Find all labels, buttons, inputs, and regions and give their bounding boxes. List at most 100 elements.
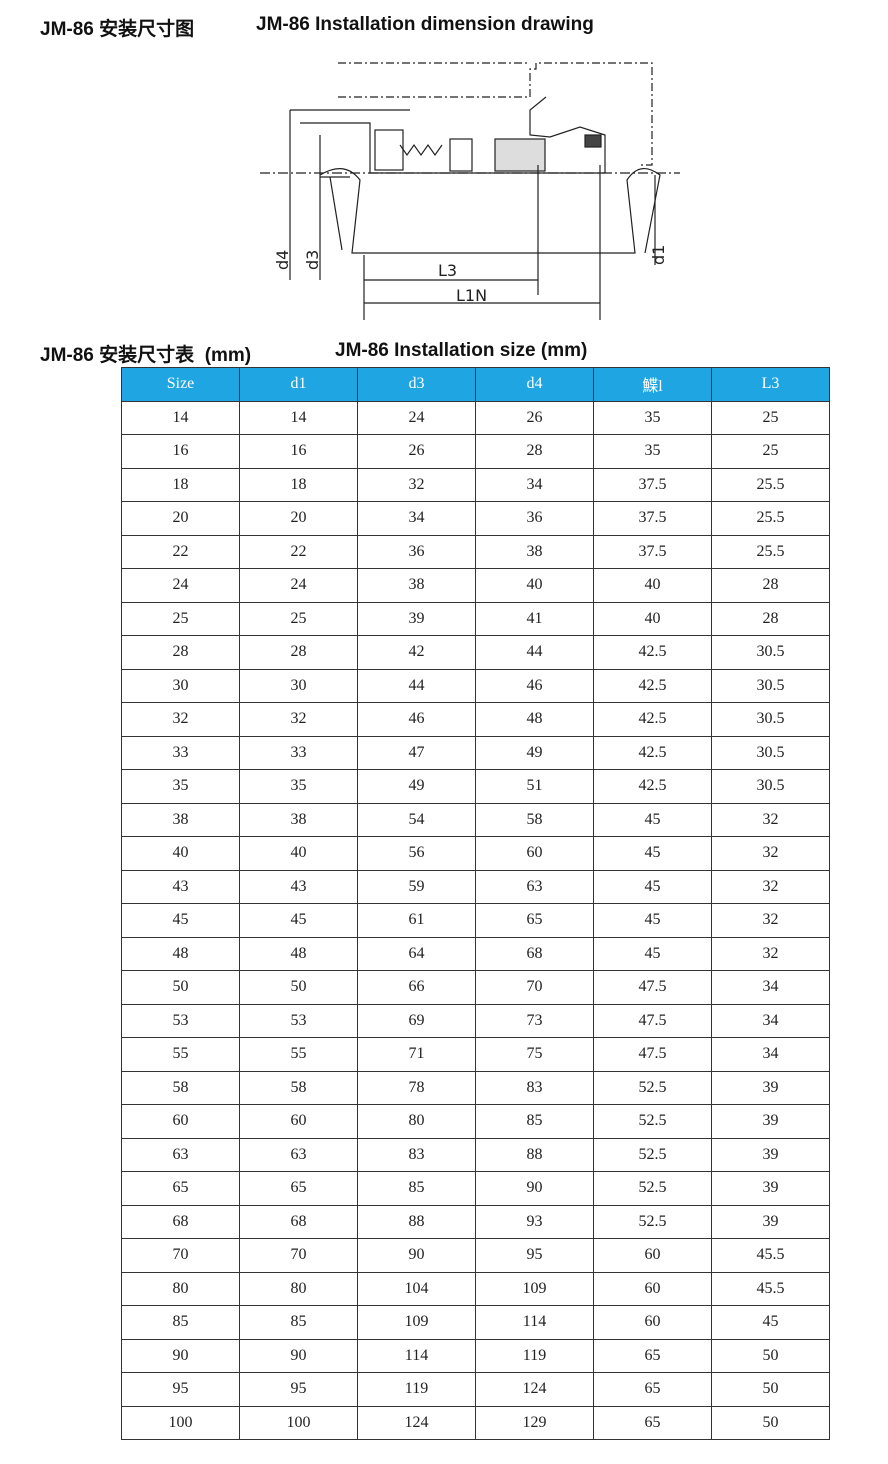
cell: 26 [357,434,476,469]
cell: 24 [357,400,476,435]
cell: 95 [121,1372,240,1407]
row: 18 18 32 34 37.5 25.5 [121,467,830,502]
row: 80 80 104 109 60 45.5 [121,1271,830,1306]
row: 20 20 34 36 37.5 25.5 [121,501,830,536]
cell: 32 [357,467,476,502]
cell: 51 [475,769,594,804]
cell: 85 [121,1305,240,1340]
label-l3: L3 [438,261,457,280]
cell: 65 [593,1338,712,1373]
row: 45 45 61 65 45 32 [121,903,830,938]
cell: 65 [593,1405,712,1440]
cell: 119 [357,1372,476,1407]
cell: 46 [357,702,476,737]
cell: 45 [593,802,712,837]
cell: d4 [475,367,594,402]
cell: 42 [357,635,476,670]
cell: 41 [475,601,594,636]
drawing: d4 d3 L3 L1N d1 [260,62,680,320]
cell: 37.5 [593,534,712,569]
cell: 129 [475,1405,594,1440]
cell: 39 [711,1204,830,1239]
cell: 114 [357,1338,476,1373]
row: 43 43 59 63 45 32 [121,869,830,904]
cell: 35 [593,434,712,469]
row: 63 63 83 88 52.5 39 [121,1137,830,1172]
row: 50 50 66 70 47.5 34 [121,970,830,1005]
cell: 32 [711,869,830,904]
cell: 33 [121,735,240,770]
label-d4: d4 [273,250,292,270]
cell: 22 [239,534,358,569]
cell: 100 [239,1405,358,1440]
cell: 42.5 [593,702,712,737]
cell: 45.5 [711,1271,830,1306]
cell: 68 [475,936,594,971]
cell: 55 [121,1037,240,1072]
cell: 60 [593,1271,712,1306]
cell: 34 [711,970,830,1005]
cell: 65 [239,1171,358,1206]
row: 60 60 80 85 52.5 39 [121,1104,830,1139]
row: 33 33 47 49 42.5 30.5 [121,735,830,770]
cell: 30.5 [711,668,830,703]
cell: 73 [475,1003,594,1038]
cell: 32 [711,802,830,837]
cell: 18 [239,467,358,502]
cell: 85 [475,1104,594,1139]
cell: 45 [239,903,358,938]
cell: 28 [711,568,830,603]
cell: 93 [475,1204,594,1239]
cell: 52.5 [593,1171,712,1206]
row: 53 53 69 73 47.5 34 [121,1003,830,1038]
cell: d1 [239,367,358,402]
cell: 38 [475,534,594,569]
cell: 58 [121,1070,240,1105]
cell: 16 [239,434,358,469]
table-title-en: JM-86 Installation size (mm) [335,340,588,361]
cell: 90 [239,1338,358,1373]
row: 70 70 90 95 60 45.5 [121,1238,830,1273]
cell: 20 [121,501,240,536]
cell: 61 [357,903,476,938]
row: 35 35 49 51 42.5 30.5 [121,769,830,804]
cell: 45 [593,869,712,904]
cell: 90 [357,1238,476,1273]
cell: 69 [357,1003,476,1038]
cell: 37.5 [593,467,712,502]
size-table: Size d1 d3 d4 鰈l L3 14 14 24 26 35 25 16 16 26 28 35 25 18… [121,367,830,1440]
cell: 52.5 [593,1104,712,1139]
cell: 50 [239,970,358,1005]
header-row: Size d1 d3 d4 鰈l L3 [121,367,830,402]
cell: 38 [121,802,240,837]
cell: 45 [121,903,240,938]
cell: 26 [475,400,594,435]
cell: 64 [357,936,476,971]
cell: 16 [121,434,240,469]
cell: 70 [121,1238,240,1273]
cell: 60 [121,1104,240,1139]
cell: 37.5 [593,501,712,536]
cell: 25 [239,601,358,636]
cell: 30.5 [711,702,830,737]
row: 38 38 54 58 45 32 [121,802,830,837]
row: 22 22 36 38 37.5 25.5 [121,534,830,569]
cell: 34 [357,501,476,536]
cell: 80 [357,1104,476,1139]
table-title-cn: JM-86 安装尺寸表 (mm) [40,345,252,366]
row: 25 25 39 41 40 28 [121,601,830,636]
cell: 59 [357,869,476,904]
cell: 45.5 [711,1238,830,1273]
cell: 22 [121,534,240,569]
cell: 60 [593,1238,712,1273]
cell: 70 [239,1238,358,1273]
cell: L3 [711,367,830,402]
label-l1n: L1N [456,286,487,305]
cell: 52.5 [593,1070,712,1105]
cell: 40 [475,568,594,603]
cell: 34 [711,1037,830,1072]
cell: 28 [239,635,358,670]
cell: 32 [711,903,830,938]
cell: 90 [475,1171,594,1206]
